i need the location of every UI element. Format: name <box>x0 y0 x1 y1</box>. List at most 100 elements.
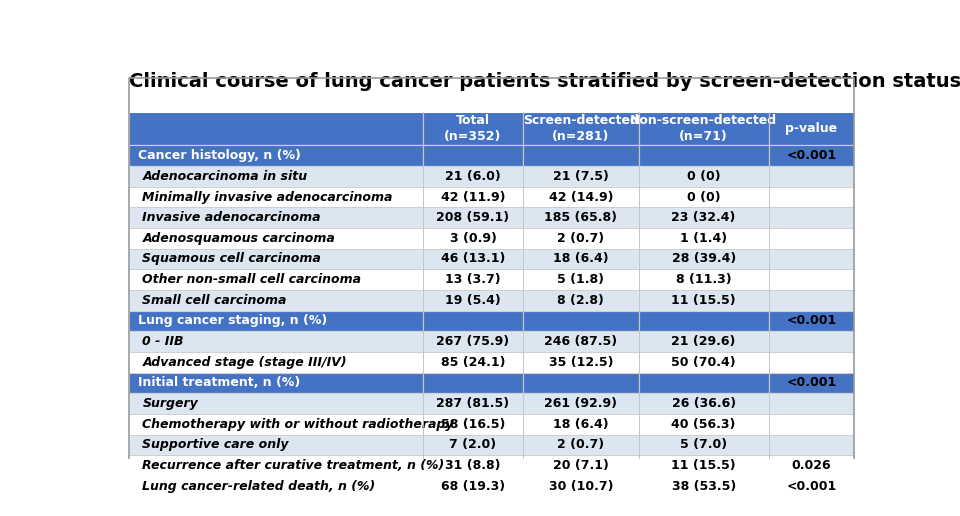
Bar <box>129 228 422 249</box>
Bar <box>422 455 523 476</box>
Bar <box>523 414 638 434</box>
Bar <box>769 352 854 373</box>
Bar <box>769 414 854 434</box>
Bar <box>422 290 523 311</box>
Bar <box>422 111 523 146</box>
Bar <box>422 311 523 331</box>
Text: Other non-small cell carcinoma: Other non-small cell carcinoma <box>142 273 361 286</box>
Text: 2 (0.7): 2 (0.7) <box>558 232 605 245</box>
Bar <box>523 331 638 352</box>
Bar <box>129 414 422 434</box>
Text: <0.001: <0.001 <box>786 149 837 162</box>
Text: Invasive adenocarcinoma: Invasive adenocarcinoma <box>142 211 321 224</box>
Bar <box>422 476 523 496</box>
Text: 30 (10.7): 30 (10.7) <box>549 480 613 493</box>
Text: Supportive care only: Supportive care only <box>142 439 289 452</box>
Bar <box>129 290 422 311</box>
Bar <box>129 434 422 455</box>
Text: Non-screen-detected
(n=71): Non-screen-detected (n=71) <box>630 114 778 143</box>
Text: 38 (53.5): 38 (53.5) <box>672 480 735 493</box>
Text: 23 (32.4): 23 (32.4) <box>671 211 736 224</box>
Text: 0 (0): 0 (0) <box>686 170 721 183</box>
Bar <box>523 476 638 496</box>
Text: 31 (8.8): 31 (8.8) <box>445 459 501 472</box>
Text: 18 (6.4): 18 (6.4) <box>553 418 609 431</box>
Text: 50 (70.4): 50 (70.4) <box>671 356 736 369</box>
Bar <box>769 393 854 414</box>
Bar <box>638 269 769 290</box>
Bar <box>523 269 638 290</box>
Text: 11 (15.5): 11 (15.5) <box>671 459 736 472</box>
Text: 42 (14.9): 42 (14.9) <box>549 190 613 203</box>
Bar <box>523 434 638 455</box>
Text: 40 (56.3): 40 (56.3) <box>671 418 736 431</box>
Text: Surgery: Surgery <box>142 397 198 410</box>
Text: <0.001: <0.001 <box>786 480 837 493</box>
Text: 26 (36.6): 26 (36.6) <box>672 397 735 410</box>
Bar <box>638 393 769 414</box>
Text: Recurrence after curative treatment, n (%): Recurrence after curative treatment, n (… <box>142 459 444 472</box>
Text: Clinical course of lung cancer patients stratified by screen-detection status: Clinical course of lung cancer patients … <box>129 72 960 91</box>
Text: 85 (24.1): 85 (24.1) <box>441 356 505 369</box>
Bar <box>638 476 769 496</box>
Bar <box>769 373 854 393</box>
Bar <box>638 187 769 207</box>
Bar <box>638 414 769 434</box>
Bar <box>523 166 638 187</box>
Bar <box>769 228 854 249</box>
Text: Total
(n=352): Total (n=352) <box>444 114 502 143</box>
Text: 19 (5.4): 19 (5.4) <box>445 294 501 307</box>
Text: 2 (0.7): 2 (0.7) <box>558 439 605 452</box>
Text: 28 (39.4): 28 (39.4) <box>672 252 735 266</box>
Bar <box>422 331 523 352</box>
Bar <box>129 393 422 414</box>
Bar <box>769 434 854 455</box>
Bar <box>769 331 854 352</box>
Bar <box>638 455 769 476</box>
Text: 0.026: 0.026 <box>792 459 831 472</box>
Bar <box>129 111 422 146</box>
Bar <box>422 393 523 414</box>
Bar <box>422 166 523 187</box>
Text: <0.001: <0.001 <box>786 314 837 328</box>
Bar <box>422 187 523 207</box>
Text: 0 - IIB: 0 - IIB <box>142 335 183 348</box>
Bar <box>523 249 638 269</box>
Text: 18 (6.4): 18 (6.4) <box>553 252 609 266</box>
Bar <box>422 269 523 290</box>
Text: 11 (15.5): 11 (15.5) <box>671 294 736 307</box>
Text: 42 (11.9): 42 (11.9) <box>441 190 505 203</box>
Text: 13 (3.7): 13 (3.7) <box>445 273 501 286</box>
Bar <box>769 455 854 476</box>
Bar <box>769 111 854 146</box>
Bar <box>638 207 769 228</box>
Bar <box>129 269 422 290</box>
Text: Small cell carcinoma: Small cell carcinoma <box>142 294 287 307</box>
Bar <box>523 111 638 146</box>
Bar <box>638 434 769 455</box>
Text: 246 (87.5): 246 (87.5) <box>544 335 617 348</box>
Text: 21 (6.0): 21 (6.0) <box>445 170 501 183</box>
Text: 3 (0.9): 3 (0.9) <box>449 232 496 245</box>
Bar <box>129 166 422 187</box>
Text: 261 (92.9): 261 (92.9) <box>544 397 617 410</box>
Text: Adenosquamous carcinoma: Adenosquamous carcinoma <box>142 232 335 245</box>
Text: 21 (29.6): 21 (29.6) <box>671 335 736 348</box>
Bar <box>422 249 523 269</box>
Bar <box>129 187 422 207</box>
Bar <box>523 455 638 476</box>
Bar <box>769 207 854 228</box>
Bar <box>129 476 422 496</box>
Text: 267 (75.9): 267 (75.9) <box>437 335 510 348</box>
Text: 8 (2.8): 8 (2.8) <box>558 294 605 307</box>
Bar <box>129 207 422 228</box>
Bar <box>422 434 523 455</box>
Bar <box>638 352 769 373</box>
Text: 21 (7.5): 21 (7.5) <box>553 170 609 183</box>
Text: Lung cancer-related death, n (%): Lung cancer-related death, n (%) <box>142 480 375 493</box>
Text: 185 (65.8): 185 (65.8) <box>544 211 617 224</box>
Text: Adenocarcinoma in situ: Adenocarcinoma in situ <box>142 170 307 183</box>
Text: 1 (1.4): 1 (1.4) <box>680 232 728 245</box>
Bar <box>129 146 422 166</box>
Bar <box>769 249 854 269</box>
